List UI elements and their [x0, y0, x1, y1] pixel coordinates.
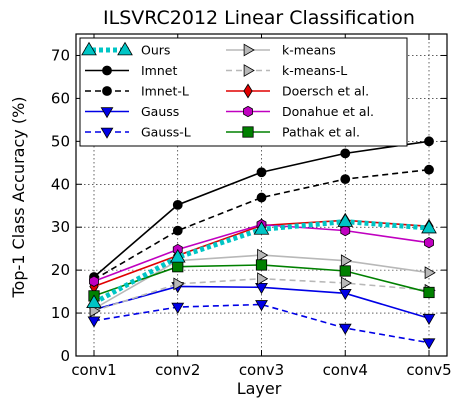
data-point-k-means-4 [424, 266, 436, 280]
data-point-donahue-et-al-4 [424, 236, 434, 249]
data-point-k-means-l-2 [257, 272, 269, 286]
data-point-pathak-et-al-2 [255, 259, 268, 271]
legend-marker-ours-a [81, 41, 97, 56]
data-point-ours-1 [169, 248, 186, 263]
x-tick-label: conv2 [155, 361, 200, 379]
legend-label-k-means: k-means [282, 43, 336, 58]
legend-entry-ours: Ours [81, 41, 170, 58]
legend-entry-pathak-et-al: Pathak et al. [226, 125, 360, 140]
data-point-gauss-l-1 [171, 302, 185, 314]
data-point-imnet-l-3 [340, 174, 351, 185]
data-point-pathak-et-al-4 [423, 286, 435, 299]
series-layer [86, 136, 437, 350]
y-tick-label: 30 [51, 218, 70, 236]
legend-entry-imnet-l: Imnet-L [85, 84, 189, 99]
data-point-imnet-l-4 [424, 164, 434, 175]
data-point-ours-0 [86, 294, 102, 309]
data-point-pathak-et-al-3 [339, 265, 351, 277]
data-point-k-means-l-3 [340, 276, 353, 290]
x-tick-label: conv1 [71, 361, 116, 379]
data-point-gauss-l-2 [255, 300, 268, 312]
series-ours [86, 213, 437, 309]
y-tick-label: 10 [51, 304, 70, 322]
legend-entry-k-means-l: k-means-L [226, 63, 347, 78]
y-tick-label: 50 [51, 132, 70, 150]
legend-marker-donahue-et-al [243, 105, 253, 118]
series-line-gauss-l [93, 303, 430, 344]
data-point-imnet-2 [256, 167, 267, 178]
data-point-k-means-l-1 [173, 277, 185, 291]
legend-marker-pathak-et-al [242, 126, 254, 138]
data-point-gauss-2 [255, 283, 268, 295]
legend-marker-gauss-l [100, 127, 114, 139]
x-axis-label: Layer [237, 379, 282, 398]
x-tick-label: conv3 [239, 361, 284, 379]
data-point-ours-4 [421, 219, 437, 234]
legend-marker-ours-b [117, 41, 133, 56]
data-point-imnet-4 [424, 136, 434, 147]
legend-entry-k-means: k-means [226, 43, 336, 58]
data-point-k-means-3 [340, 254, 353, 268]
y-tick-label: 70 [51, 46, 70, 64]
legend-marker-imnet-l [102, 86, 112, 96]
legend-label-imnet: Imnet [141, 63, 177, 78]
legend-marker-doersch-et-al [243, 83, 253, 99]
data-point-donahue-et-al-3 [340, 224, 351, 237]
legend-entry-donahue-et-al: Donahue et al. [226, 104, 374, 119]
legend-marker-imnet [102, 65, 112, 76]
legend-label-donahue-et-al: Donahue et al. [282, 104, 374, 119]
legend-label-imnet-l: Imnet-L [141, 84, 189, 99]
data-point-imnet-l-1 [172, 225, 183, 236]
data-point-gauss-l-4 [422, 338, 436, 350]
series-gauss-l [87, 300, 436, 350]
legend-marker-k-means-l [243, 64, 255, 77]
legend-label-ours: Ours [141, 43, 170, 58]
legend-marker-gauss [100, 107, 114, 119]
series-line-imnet-l [93, 168, 430, 281]
chart-title: ILSVRC2012 Linear Classification [103, 7, 415, 29]
data-point-gauss-l-3 [338, 323, 352, 335]
data-point-gauss-3 [338, 289, 352, 301]
data-point-imnet-3 [340, 148, 351, 159]
ticks-layer: 0 10 20 30 40 50 60 70 conv1 conv2 conv3 conv4 conv5 [51, 34, 452, 379]
data-point-k-means-l-0 [89, 304, 101, 318]
legend-label-doersch-et-al: Doersch et al. [282, 84, 369, 99]
y-tick-label: 20 [51, 261, 70, 279]
legend-label-gauss-l: Gauss-L [141, 125, 191, 140]
legend-entry-imnet: Imnet [85, 63, 177, 78]
y-tick-label: 40 [51, 175, 70, 193]
legend-entry-doersch-et-al: Doersch et al. [226, 83, 369, 99]
legend-label-pathak-et-al: Pathak et al. [282, 125, 360, 140]
data-point-pathak-et-al-1 [172, 261, 184, 273]
y-tick-label: 0 [60, 347, 70, 365]
data-point-ours-2 [253, 221, 270, 235]
legend-marker-k-means [243, 43, 255, 57]
data-point-imnet-1 [172, 199, 183, 210]
legend: Ours Imnet Imnet-L Gauss Gauss-L k-means k-mea… [79, 37, 408, 147]
data-point-donahue-et-al-0 [89, 275, 99, 287]
legend-entry-gauss-l: Gauss-L [85, 125, 191, 140]
legend-entry-gauss: Gauss [85, 104, 179, 119]
x-tick-label: conv4 [323, 361, 368, 379]
y-axis-label: Top-1 Class Accuracy (%) [9, 96, 28, 298]
data-point-ours-3 [337, 213, 354, 227]
x-tick-label: conv5 [406, 361, 451, 379]
data-point-gauss-4 [422, 313, 436, 325]
y-tick-label: 60 [51, 89, 70, 107]
legend-label-gauss: Gauss [141, 104, 179, 119]
data-point-imnet-l-2 [256, 192, 267, 203]
legend-label-k-means-l: k-means-L [282, 63, 347, 78]
data-point-gauss-l-0 [87, 316, 101, 328]
data-point-k-means-2 [257, 248, 269, 262]
